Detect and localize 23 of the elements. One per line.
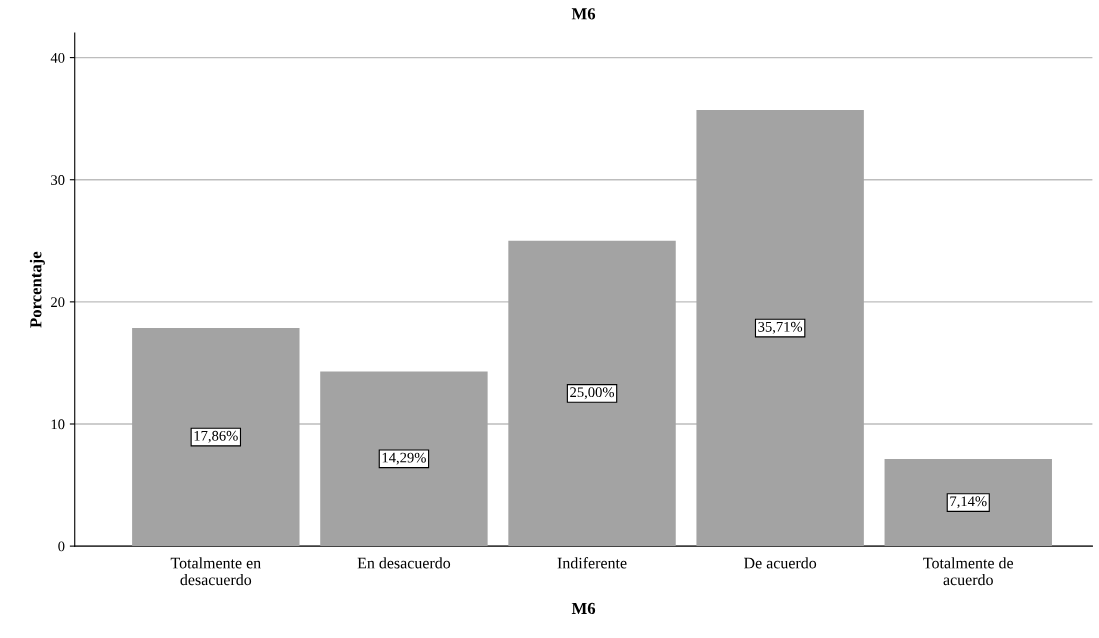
y-tick-label: 20 [51, 297, 65, 308]
bar [132, 328, 300, 547]
y-tick-label: 10 [51, 419, 65, 430]
chart-title: M6 [571, 8, 596, 20]
bar [696, 110, 864, 547]
x-tick-label: Indiferente [557, 557, 627, 569]
y-tick-label: 30 [51, 175, 65, 185]
data-label: 7,14% [950, 496, 987, 509]
x-tick-label: En desacuerdo [357, 557, 451, 569]
data-label: 35,71% [758, 321, 803, 334]
x-axis-title: M6 [571, 602, 596, 615]
bar [508, 240, 676, 547]
bar [320, 371, 488, 547]
y-axis-title: Porcentaje [29, 251, 45, 328]
data-label: 25,00% [570, 387, 615, 400]
data-label: 17,86% [194, 430, 238, 443]
y-tick-label: 40 [50, 52, 65, 63]
bar [884, 458, 1052, 547]
x-tick-label: De acuerdo [744, 557, 817, 569]
x-tick-label: Totalmente de acuerdo [923, 557, 1014, 586]
data-label: 14,29% [382, 452, 426, 465]
x-tick-label: Totalmente en desacuerdo [170, 557, 261, 586]
y-tick-label: 0 [58, 541, 65, 552]
